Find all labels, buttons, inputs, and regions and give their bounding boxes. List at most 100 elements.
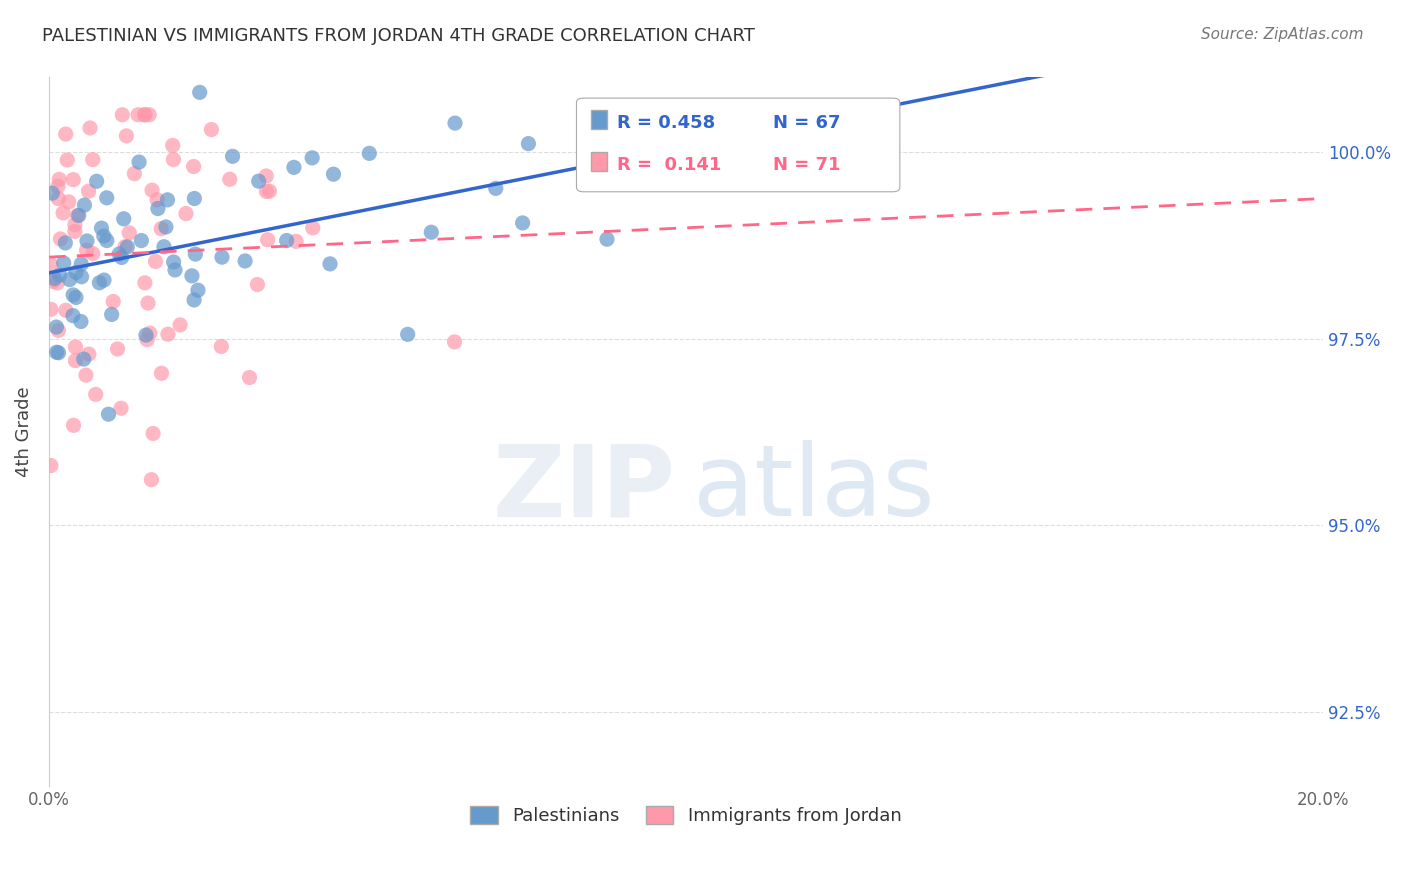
Palestinians xyxy=(48,345,70,359)
Palestinians xyxy=(59,272,82,286)
Immigrants from Jordan xyxy=(162,138,184,153)
Immigrants from Jordan xyxy=(246,277,269,292)
Immigrants from Jordan xyxy=(169,318,191,332)
Immigrants from Jordan xyxy=(107,342,129,356)
Text: PALESTINIAN VS IMMIGRANTS FROM JORDAN 4TH GRADE CORRELATION CHART: PALESTINIAN VS IMMIGRANTS FROM JORDAN 4T… xyxy=(42,27,755,45)
Palestinians xyxy=(108,247,131,261)
Immigrants from Jordan xyxy=(114,240,136,254)
Immigrants from Jordan xyxy=(77,347,100,361)
Immigrants from Jordan xyxy=(136,333,159,347)
Palestinians xyxy=(65,266,87,280)
Text: N = 67: N = 67 xyxy=(773,114,841,132)
Palestinians xyxy=(111,251,134,265)
Palestinians xyxy=(73,198,96,212)
Palestinians xyxy=(211,250,233,264)
Palestinians xyxy=(184,247,207,261)
Palestinians xyxy=(183,293,205,307)
Immigrants from Jordan xyxy=(65,340,87,354)
Immigrants from Jordan xyxy=(138,108,160,122)
Text: Source: ZipAtlas.com: Source: ZipAtlas.com xyxy=(1201,27,1364,42)
Immigrants from Jordan xyxy=(82,246,104,260)
Palestinians xyxy=(96,234,118,248)
Immigrants from Jordan xyxy=(56,153,79,167)
Palestinians xyxy=(70,257,93,271)
Palestinians xyxy=(100,308,122,322)
Immigrants from Jordan xyxy=(42,275,65,289)
Immigrants from Jordan xyxy=(48,172,70,186)
Immigrants from Jordan xyxy=(134,108,156,122)
Immigrants from Jordan xyxy=(141,183,163,197)
Immigrants from Jordan xyxy=(65,353,87,368)
Text: atlas: atlas xyxy=(693,440,934,537)
Immigrants from Jordan xyxy=(63,218,86,232)
Immigrants from Jordan xyxy=(62,418,84,433)
Palestinians xyxy=(131,234,153,248)
Palestinians xyxy=(93,229,115,244)
Palestinians xyxy=(128,155,150,169)
Immigrants from Jordan xyxy=(82,153,104,167)
Immigrants from Jordan xyxy=(141,473,163,487)
Immigrants from Jordan xyxy=(127,108,149,122)
Immigrants from Jordan xyxy=(39,302,62,317)
Palestinians xyxy=(90,221,112,235)
Palestinians xyxy=(322,167,344,181)
Immigrants from Jordan xyxy=(46,276,69,290)
Palestinians xyxy=(283,161,305,175)
Palestinians xyxy=(180,268,202,283)
Palestinians xyxy=(188,86,211,100)
Immigrants from Jordan xyxy=(115,128,138,143)
Palestinians xyxy=(41,186,63,201)
Immigrants from Jordan xyxy=(49,232,72,246)
Palestinians xyxy=(517,136,540,151)
Immigrants from Jordan xyxy=(110,401,132,416)
Palestinians xyxy=(233,254,256,268)
Immigrants from Jordan xyxy=(66,209,89,223)
Immigrants from Jordan xyxy=(254,169,277,183)
Palestinians xyxy=(221,149,243,163)
Immigrants from Jordan xyxy=(259,184,281,198)
Immigrants from Jordan xyxy=(150,221,173,235)
Immigrants from Jordan xyxy=(256,233,278,247)
Palestinians xyxy=(135,328,157,343)
Palestinians xyxy=(420,225,443,239)
Immigrants from Jordan xyxy=(156,327,179,342)
Immigrants from Jordan xyxy=(146,193,169,207)
Immigrants from Jordan xyxy=(134,108,156,122)
Immigrants from Jordan xyxy=(58,194,80,209)
Immigrants from Jordan xyxy=(183,160,205,174)
Palestinians xyxy=(112,211,135,226)
Immigrants from Jordan xyxy=(134,276,156,290)
Palestinians xyxy=(52,256,75,270)
Immigrants from Jordan xyxy=(124,167,146,181)
Immigrants from Jordan xyxy=(39,258,62,272)
Y-axis label: 4th Grade: 4th Grade xyxy=(15,386,32,477)
Immigrants from Jordan xyxy=(209,339,232,353)
Immigrants from Jordan xyxy=(111,108,134,122)
Palestinians xyxy=(156,193,179,207)
Immigrants from Jordan xyxy=(136,296,159,310)
Text: R = 0.458: R = 0.458 xyxy=(617,114,716,132)
Palestinians xyxy=(89,276,111,290)
Palestinians xyxy=(593,152,616,166)
Immigrants from Jordan xyxy=(62,172,84,186)
Immigrants from Jordan xyxy=(52,206,75,220)
Immigrants from Jordan xyxy=(55,127,77,141)
Palestinians xyxy=(86,174,108,188)
Palestinians xyxy=(187,283,209,297)
Immigrants from Jordan xyxy=(76,243,98,257)
Palestinians xyxy=(45,345,67,359)
Immigrants from Jordan xyxy=(46,179,69,194)
Palestinians xyxy=(485,181,508,195)
Palestinians xyxy=(396,327,419,342)
Immigrants from Jordan xyxy=(150,366,173,380)
Palestinians xyxy=(155,219,177,234)
Text: ZIP: ZIP xyxy=(492,440,675,537)
Palestinians xyxy=(76,234,98,248)
Immigrants from Jordan xyxy=(145,254,167,268)
Palestinians xyxy=(163,263,186,277)
Immigrants from Jordan xyxy=(142,426,165,441)
Palestinians xyxy=(575,152,598,166)
Immigrants from Jordan xyxy=(77,184,100,198)
Palestinians xyxy=(162,255,184,269)
Immigrants from Jordan xyxy=(162,153,184,167)
